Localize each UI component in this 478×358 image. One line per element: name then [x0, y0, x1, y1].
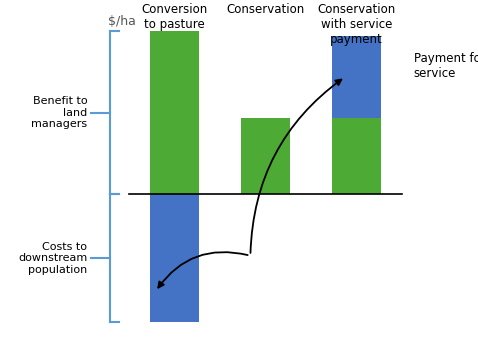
Bar — [241, 118, 290, 194]
Text: Conservation: Conservation — [227, 3, 304, 15]
Text: $/ha: $/ha — [108, 15, 136, 28]
Text: Conservation
with service
payment: Conservation with service payment — [317, 3, 396, 45]
Bar — [150, 31, 199, 194]
Bar — [332, 36, 381, 118]
Text: Payment for
service: Payment for service — [413, 53, 478, 81]
Text: Conversion
to pasture: Conversion to pasture — [141, 3, 207, 30]
Bar — [150, 194, 199, 322]
Text: Costs to
downstream
population: Costs to downstream population — [18, 242, 87, 275]
Bar — [332, 118, 381, 194]
Text: Benefit to
land
managers: Benefit to land managers — [31, 96, 87, 129]
